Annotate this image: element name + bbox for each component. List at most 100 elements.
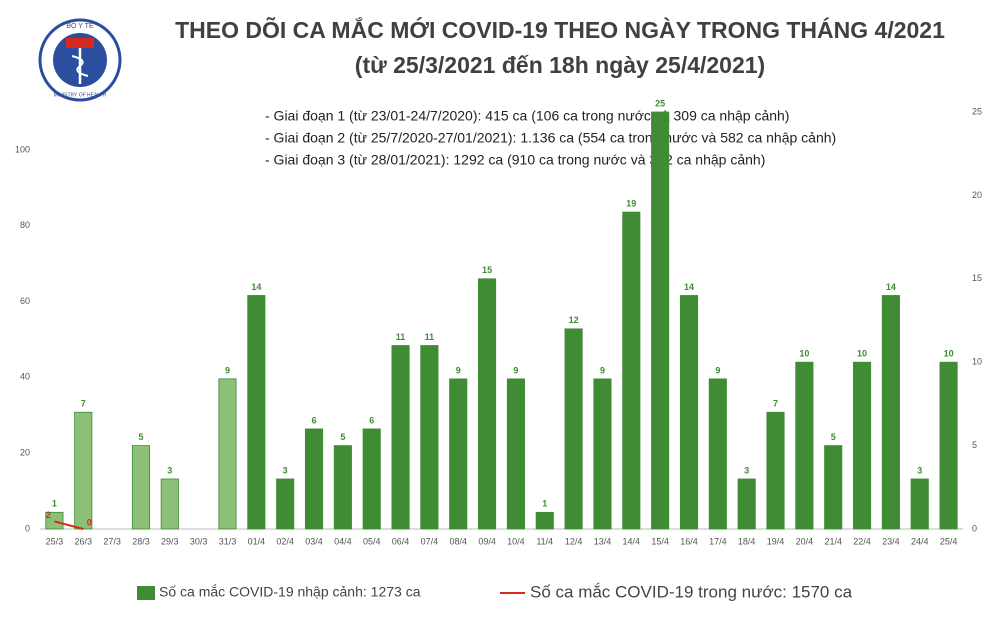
x-tick-label: 15/4 <box>651 536 669 546</box>
bar <box>824 445 843 530</box>
annotation: - Giai đoạn 1 (từ 23/01-24/7/2020): 415 … <box>265 108 789 124</box>
value-label: 1 <box>52 499 57 509</box>
bar <box>766 411 785 530</box>
y-tick-label: 60 <box>20 296 30 306</box>
x-tick-label: 18/4 <box>738 536 756 546</box>
value-label: 3 <box>744 465 749 475</box>
x-tick-label: 28/3 <box>132 536 150 546</box>
legend-label: Số ca mắc COVID-19 nhập cảnh: 1273 ca <box>159 584 421 600</box>
y-tick-label: 80 <box>20 220 30 230</box>
bar <box>247 295 266 530</box>
value-label: 25 <box>655 98 665 108</box>
bar <box>564 328 583 530</box>
x-tick-label: 29/3 <box>161 536 179 546</box>
x-tick-label: 19/4 <box>767 536 785 546</box>
value-label: 11 <box>425 332 435 342</box>
x-tick-label: 20/4 <box>796 536 814 546</box>
x-tick-label: 31/3 <box>219 536 237 546</box>
bar <box>679 295 699 530</box>
y2-tick-label: 0 <box>972 523 977 533</box>
value-label: 3 <box>167 465 172 475</box>
bar <box>852 361 872 530</box>
chart-subtitle: (từ 25/3/2021 đến 18h ngày 25/4/2021) <box>355 52 765 78</box>
x-tick-label: 17/4 <box>709 536 727 546</box>
x-tick-label: 16/4 <box>680 536 698 546</box>
logo: BỘ Y TẾ MINISTRY OF HEALTH <box>38 18 122 102</box>
bar <box>737 478 756 530</box>
logo-text: BỘ Y TẾ <box>66 20 94 30</box>
logo-text: MINISTRY OF HEALTH <box>54 92 107 98</box>
bar <box>708 378 727 530</box>
value-label: 5 <box>138 432 143 442</box>
y2-tick-label: 5 <box>972 440 977 450</box>
chart-title: THEO DÕI CA MẮC MỚI COVID-19 THEO NGÀY T… <box>175 16 945 43</box>
value-label: 9 <box>513 365 518 375</box>
value-label: 12 <box>569 315 579 325</box>
value-label: 0 <box>87 517 92 527</box>
x-tick-label: 07/4 <box>421 536 439 546</box>
value-label: 6 <box>369 415 374 425</box>
bar <box>506 378 525 530</box>
bar <box>881 295 900 530</box>
x-tick-label: 24/4 <box>911 536 929 546</box>
value-label: 9 <box>600 365 605 375</box>
value-label: 11 <box>396 332 406 342</box>
value-label: 3 <box>917 465 922 475</box>
bar <box>795 361 814 530</box>
x-tick-label: 26/3 <box>75 536 93 546</box>
value-label: 10 <box>799 349 809 359</box>
x-tick-label: 02/4 <box>276 536 294 546</box>
value-label: 15 <box>482 265 492 275</box>
value-label: 2 <box>46 510 51 520</box>
value-label: 9 <box>225 365 230 375</box>
line <box>54 520 84 530</box>
bar <box>218 378 237 530</box>
bar <box>276 478 295 530</box>
annotation: - Giai đoạn 2 (từ 25/7/2020-27/01/2021):… <box>265 130 836 146</box>
x-tick-label: 01/4 <box>248 536 266 546</box>
bar <box>910 478 929 530</box>
bar <box>449 378 468 530</box>
x-tick-label: 09/4 <box>478 536 496 546</box>
x-tick-label: 05/4 <box>363 536 381 546</box>
logo-flag <box>66 38 94 48</box>
logo-snake <box>71 55 89 77</box>
value-label: 5 <box>340 432 345 442</box>
bar <box>131 445 151 530</box>
value-label: 10 <box>857 349 867 359</box>
value-label: 6 <box>312 415 317 425</box>
value-label: 3 <box>283 465 288 475</box>
annotation: - Giai đoạn 3 (từ 28/01/2021): 1292 ca (… <box>265 152 765 168</box>
bar <box>362 428 381 530</box>
x-tick-label: 22/4 <box>853 536 871 546</box>
y-tick-label: 100 <box>15 144 30 154</box>
value-label: 10 <box>944 349 954 359</box>
bar <box>593 378 612 530</box>
bar <box>391 345 410 530</box>
bar <box>45 511 64 530</box>
y-tick-label: 20 <box>20 448 30 458</box>
x-tick-label: 30/3 <box>190 536 208 546</box>
legend-label: Số ca mắc COVID-19 trong nước: 1570 ca <box>530 582 853 601</box>
value-label: 14 <box>684 282 694 292</box>
bar <box>304 428 324 530</box>
legend-swatch <box>137 586 155 600</box>
y-tick-label: 0 <box>25 523 30 533</box>
bar <box>333 445 352 530</box>
value-label: 9 <box>715 365 720 375</box>
x-tick-label: 08/4 <box>449 536 467 546</box>
x-tick-label: 27/3 <box>103 536 121 546</box>
value-label: 1 <box>542 499 547 509</box>
y2-tick-label: 20 <box>972 190 982 200</box>
value-label: 9 <box>456 365 461 375</box>
x-tick-label: 25/4 <box>940 536 958 546</box>
bar <box>939 361 958 530</box>
bar <box>651 111 670 530</box>
value-label: 7 <box>81 399 86 409</box>
value-label: 14 <box>886 282 896 292</box>
value-label: 14 <box>251 282 261 292</box>
x-tick-label: 21/4 <box>824 536 842 546</box>
y2-tick-label: 15 <box>972 273 982 283</box>
x-tick-label: 25/3 <box>46 536 64 546</box>
